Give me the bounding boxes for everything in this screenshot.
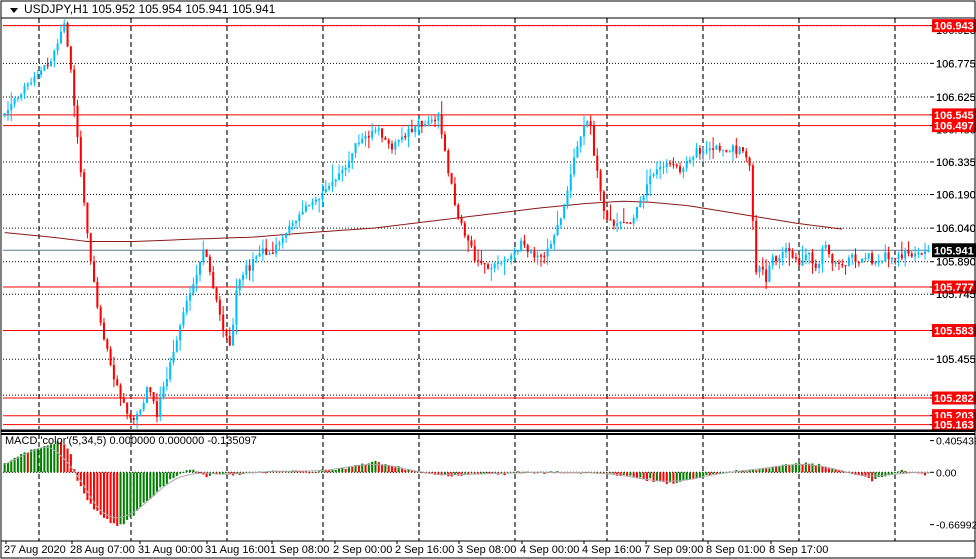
svg-text:106.943: 106.943	[934, 21, 974, 33]
svg-text:1 Sep 08:00: 1 Sep 08:00	[270, 544, 329, 556]
svg-text:31 Aug 00:00: 31 Aug 00:00	[138, 544, 203, 556]
svg-text:0.405439: 0.405439	[936, 436, 976, 448]
svg-text:2 Sep 16:00: 2 Sep 16:00	[395, 544, 454, 556]
svg-text:-0.669921: -0.669921	[936, 520, 976, 532]
svg-text:105.583: 105.583	[934, 326, 974, 338]
svg-text:4 Sep 00:00: 4 Sep 00:00	[520, 544, 579, 556]
svg-text:106.625: 106.625	[936, 92, 976, 104]
svg-text:8 Sep 17:00: 8 Sep 17:00	[769, 544, 828, 556]
svg-text:106.335: 106.335	[936, 157, 976, 169]
svg-text:106.497: 106.497	[934, 121, 974, 133]
svg-text:27 Aug 2020: 27 Aug 2020	[4, 544, 66, 556]
svg-text:8 Sep 01:00: 8 Sep 01:00	[706, 544, 765, 556]
svg-text:31 Aug 16:00: 31 Aug 16:00	[205, 544, 270, 556]
svg-text:106.190: 106.190	[936, 189, 976, 201]
svg-text:105.890: 105.890	[936, 257, 976, 269]
svg-text:4 Sep 16:00: 4 Sep 16:00	[582, 544, 641, 556]
svg-text:3 Sep 08:00: 3 Sep 08:00	[457, 544, 516, 556]
svg-text:MACD 'color'(5,34,5) 0.000000: MACD 'color'(5,34,5) 0.000000 0.000000 -…	[5, 435, 257, 447]
svg-text:106.775: 106.775	[936, 58, 976, 70]
svg-text:105.282: 105.282	[934, 393, 974, 405]
svg-text:106.040: 106.040	[936, 223, 976, 235]
svg-text:105.745: 105.745	[936, 289, 976, 301]
svg-text:2 Sep 00:00: 2 Sep 00:00	[333, 544, 392, 556]
svg-text:7 Sep 09:00: 7 Sep 09:00	[644, 544, 703, 556]
svg-text:USDJPY,H1 105.952 105.954 10: USDJPY,H1 105.952 105.954 105.941 105.94…	[24, 2, 276, 16]
svg-text:28 Aug 07:00: 28 Aug 07:00	[70, 544, 135, 556]
svg-text:105.941: 105.941	[934, 245, 974, 257]
svg-text:105.455: 105.455	[936, 354, 976, 366]
svg-text:0.00: 0.00	[936, 467, 957, 479]
